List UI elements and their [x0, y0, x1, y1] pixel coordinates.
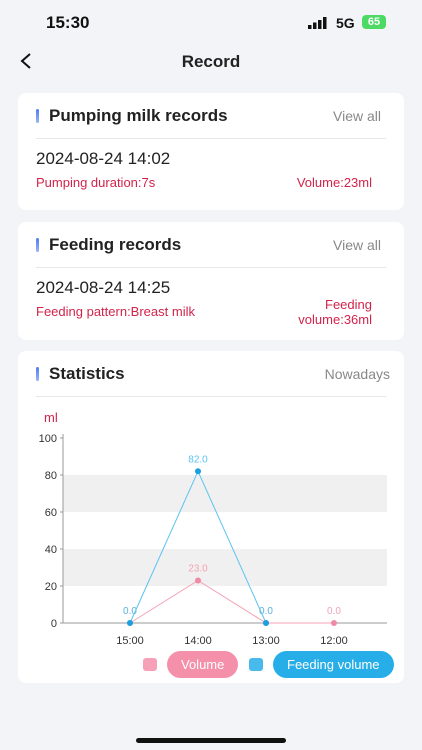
period[interactable]: Nowadays — [324, 366, 390, 382]
x-tick-label: 15:00 — [116, 635, 144, 647]
legend-entry[interactable]: Volume — [167, 651, 239, 678]
chart: ml 0 20 40 60 80 100 15:00 14:00 13:00 12:00 0.0 23.… — [39, 410, 387, 647]
card-title: Feeding records — [49, 235, 182, 254]
pumping-card: Pumping milk records View all 2024-08-24… — [18, 93, 404, 210]
y-tick-label: 0 — [51, 618, 57, 630]
legend-swatch — [249, 658, 263, 671]
data-label: 0.0 — [123, 606, 137, 617]
feeding-volume: Feeding volume:36ml — [298, 297, 372, 327]
duration: Pumping duration:7s — [36, 175, 156, 190]
grid-band — [63, 549, 387, 586]
volume: Volume:23ml — [296, 175, 372, 190]
data-label: 0.0 — [259, 606, 273, 617]
y-tick-label: 100 — [39, 433, 57, 445]
feeding-card: Feeding records View all 2024-08-24 14:2… — [18, 222, 404, 340]
battery: 65 — [362, 15, 386, 29]
y-axis-title: ml — [44, 410, 58, 425]
data-point — [127, 620, 133, 626]
data-point — [195, 577, 201, 584]
record-date: 2024-08-24 14:25 — [36, 278, 171, 297]
data-label: 0.0 — [259, 606, 273, 617]
data-label: 0.0 — [123, 606, 137, 617]
pattern: Feeding pattern:Breast milk — [36, 304, 195, 319]
accent — [36, 238, 39, 252]
divider — [36, 138, 386, 139]
accent — [36, 109, 39, 123]
back-button[interactable] — [18, 52, 34, 70]
accent — [36, 367, 39, 381]
y-tick-label: 20 — [45, 581, 57, 593]
data-label: 23.0 — [188, 563, 208, 574]
data-label: 0.0 — [327, 606, 341, 617]
x-tick-label: 12:00 — [320, 635, 348, 647]
status-time: 15:30 — [46, 13, 90, 32]
x-tick-label: 14:00 — [184, 635, 212, 647]
data-point — [195, 468, 201, 475]
data-point — [331, 620, 337, 626]
divider — [36, 396, 386, 397]
signal-icon — [308, 17, 327, 29]
x-tick-label: 13:00 — [252, 635, 280, 647]
divider — [36, 267, 386, 268]
series-line — [129, 579, 334, 624]
legend-swatch — [143, 658, 157, 671]
y-tick-label: 60 — [45, 507, 57, 519]
legend: Volume Feeding volume — [0, 651, 422, 679]
card-title: Pumping milk records — [49, 106, 228, 125]
legend-entry[interactable]: Feeding volume — [273, 651, 394, 678]
y-tick-label: 80 — [45, 470, 57, 482]
view-all[interactable]: View all — [333, 108, 381, 124]
data-label: 82.0 — [188, 454, 208, 465]
data-point — [263, 620, 269, 626]
view-all[interactable]: View all — [333, 237, 381, 253]
y-tick-label: 40 — [45, 544, 57, 556]
home-indicator — [136, 738, 286, 743]
network: 5G — [336, 15, 355, 31]
grid-band — [63, 475, 387, 512]
statistics-card: Statistics Nowadays — [18, 351, 404, 683]
record-date: 2024-08-24 14:02 — [36, 149, 171, 168]
header-title: Record — [181, 52, 241, 71]
card-title: Statistics — [49, 364, 125, 383]
